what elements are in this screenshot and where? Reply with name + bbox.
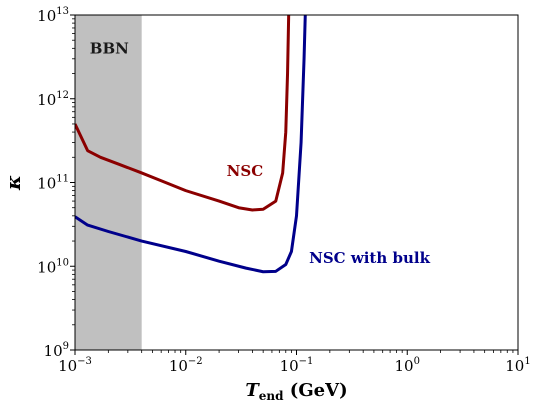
shade-layer: BBN xyxy=(75,15,142,350)
series-line-nsc-with-bulk xyxy=(75,15,307,274)
ticks-layer: 10−3 10−2 10−1 100 101 109 1010 1011 1012 1013 xyxy=(37,6,531,375)
labels-layer: Tend (GeV) κ xyxy=(1,175,348,403)
x-tick-label: 10−2 xyxy=(169,356,203,375)
y-tick-label: 109 xyxy=(44,341,69,360)
series-line-nsc xyxy=(75,15,291,212)
x-axis-label: Tend (GeV) xyxy=(245,380,347,403)
x-tick-label: 100 xyxy=(395,356,420,375)
series-layer: NSC NSC with bulk xyxy=(75,15,431,274)
x-tick-label: 10−3 xyxy=(58,356,92,375)
bbn-label: BBN xyxy=(90,39,129,57)
y-tick-label: 1011 xyxy=(37,174,69,193)
series-label-nsc-with-bulk: NSC with bulk xyxy=(309,249,430,267)
y-tick-label: 1013 xyxy=(37,6,69,25)
x-tick-label: 10−1 xyxy=(280,356,314,375)
y-tick-label: 1012 xyxy=(37,90,69,109)
y-axis-label: κ xyxy=(1,175,25,191)
bbn-shaded-region xyxy=(75,15,142,350)
series-label-nsc: NSC xyxy=(227,162,264,180)
y-tick-label: 1010 xyxy=(37,257,69,276)
x-tick-label: 101 xyxy=(505,356,530,375)
